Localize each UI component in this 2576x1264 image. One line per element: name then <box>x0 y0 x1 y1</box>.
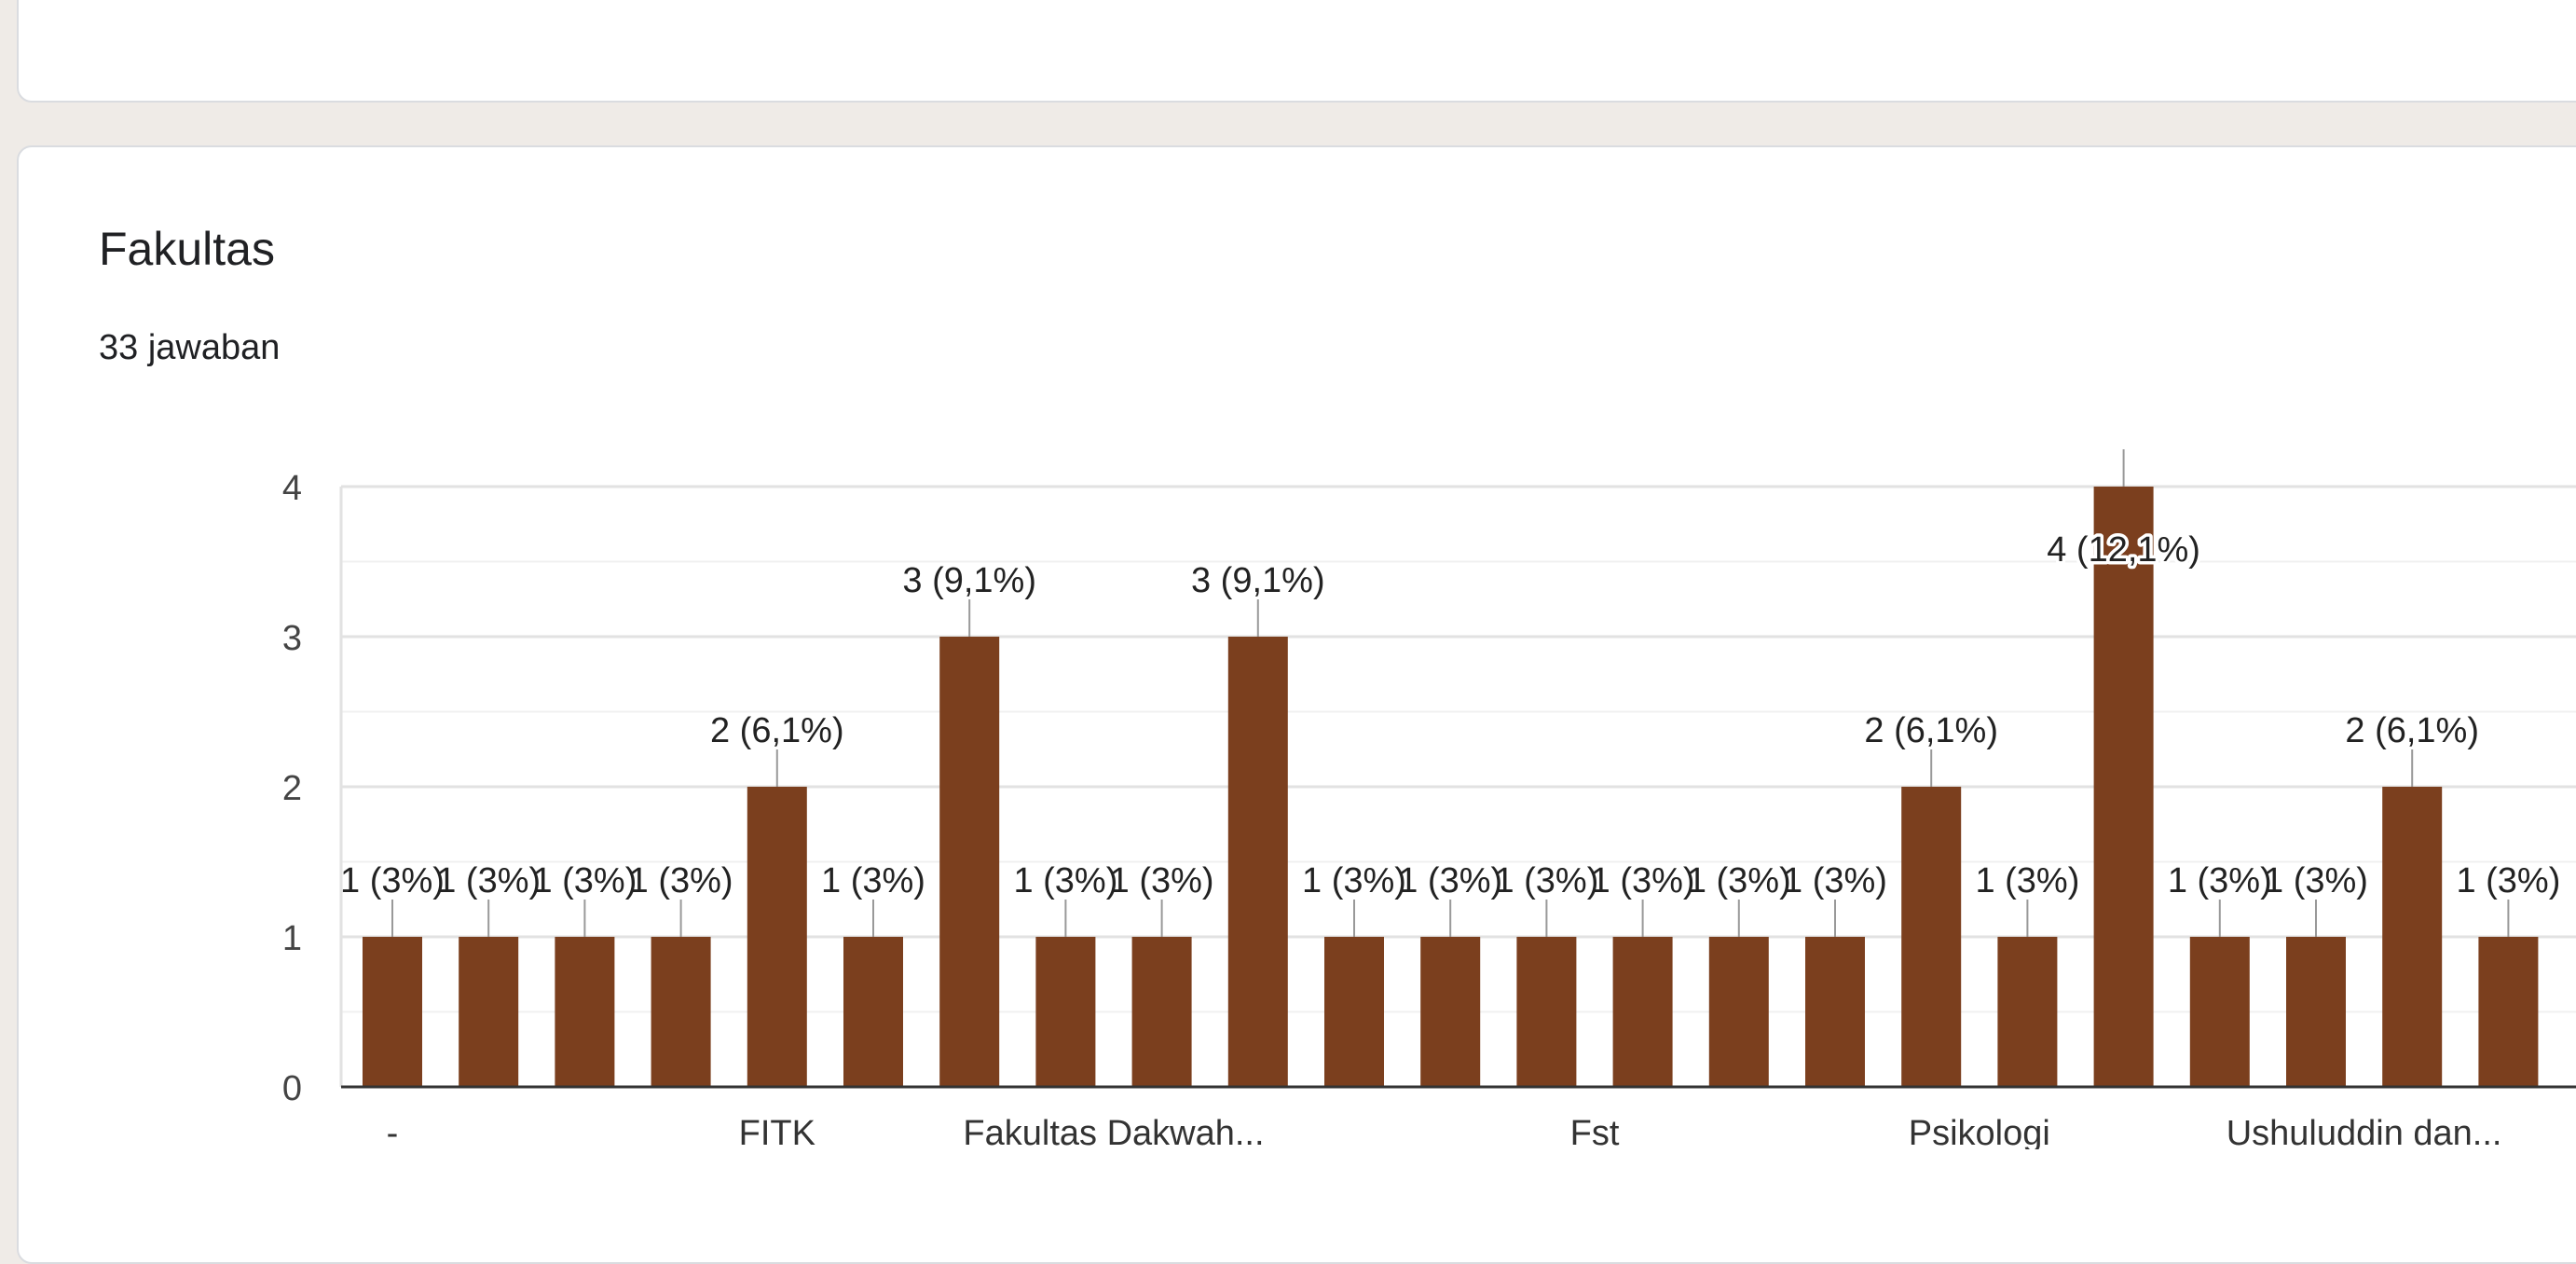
previous-question-card <box>17 0 2576 103</box>
bar <box>1516 937 1577 1087</box>
bar <box>1612 937 1673 1087</box>
data-label: 1 (3%) <box>821 861 925 900</box>
data-label: 1 (3%) <box>629 861 733 900</box>
x-axis-ticks: - FITK Fakultas Dakwah... Fst Psikologi Ushul… <box>387 1114 2502 1149</box>
data-label: 1 (3%) <box>2168 861 2272 900</box>
label-leaders <box>391 449 2510 937</box>
data-label: 1 (3%) <box>436 861 541 900</box>
y-tick-label: 4 <box>282 469 302 508</box>
y-tick-label: 3 <box>282 619 302 658</box>
data-label: 1 (3%) <box>532 861 637 900</box>
bar <box>2286 937 2346 1087</box>
bar <box>2093 487 2154 1087</box>
bar <box>459 937 519 1087</box>
bar <box>2382 787 2443 1087</box>
bar <box>1997 937 2058 1087</box>
data-label: 1 (3%) <box>1398 861 1502 900</box>
data-label: 1 (3%) <box>1494 861 1598 900</box>
y-tick-label: 1 <box>282 919 302 958</box>
x-tick-label: - <box>387 1114 399 1149</box>
bar <box>1901 787 1962 1087</box>
data-label: 3 (9,1%) <box>1191 561 1325 600</box>
bar <box>363 937 422 1087</box>
bar <box>1708 937 1769 1087</box>
bar <box>1420 937 1481 1087</box>
grid-lines <box>339 485 2576 1087</box>
data-label: 1 (3%) <box>1783 861 1887 900</box>
data-label: 1 (3%) <box>1013 861 1117 900</box>
data-label: 1 (3%) <box>340 861 445 900</box>
bar <box>1805 937 1865 1087</box>
bar <box>939 637 1000 1087</box>
data-label: 2 (6,1%) <box>2345 711 2479 750</box>
bars <box>363 487 2539 1087</box>
bar <box>1227 637 1288 1087</box>
data-labels: 1 (3%)1 (3%)1 (3%)1 (3%)2 (6,1%)1 (3%)3 … <box>340 528 2560 901</box>
y-tick-label: 2 <box>282 769 302 808</box>
data-label: 2 (6,1%) <box>710 711 844 750</box>
response-count: 33 jawaban <box>99 328 281 367</box>
bar <box>651 937 711 1087</box>
question-title: Fakultas <box>99 223 275 275</box>
bar <box>555 937 615 1087</box>
bar <box>1035 937 1096 1087</box>
data-label: 2 (6,1%) <box>1864 711 1998 750</box>
data-label: 1 (3%) <box>1975 861 2079 900</box>
x-tick-label: Ushuluddin dan... <box>2227 1114 2502 1149</box>
x-tick-label: Fst <box>1570 1114 1620 1149</box>
bar <box>1131 937 1192 1087</box>
data-label: 1 (3%) <box>1110 861 1214 900</box>
data-label: 1 (3%) <box>2456 861 2560 900</box>
data-label: 1 (3%) <box>1687 861 1791 900</box>
data-label: 1 (3%) <box>1591 861 1695 900</box>
bar <box>843 937 903 1087</box>
x-tick-label: FITK <box>739 1114 815 1149</box>
bar <box>2189 937 2250 1087</box>
y-tick-label: 0 <box>282 1069 302 1108</box>
bar <box>1324 937 1384 1087</box>
data-label: 4 (12,1%) <box>2047 530 2200 570</box>
y-axis-ticks: 0 1 2 3 4 <box>282 469 302 1108</box>
x-tick-label: Fakultas Dakwah... <box>963 1114 1264 1149</box>
bar <box>747 787 807 1087</box>
bar <box>2478 937 2539 1087</box>
x-tick-label: Psikologi <box>1909 1114 2050 1149</box>
data-label: 1 (3%) <box>2264 861 2368 900</box>
data-label: 1 (3%) <box>1302 861 1406 900</box>
data-label: 3 (9,1%) <box>902 561 1036 600</box>
